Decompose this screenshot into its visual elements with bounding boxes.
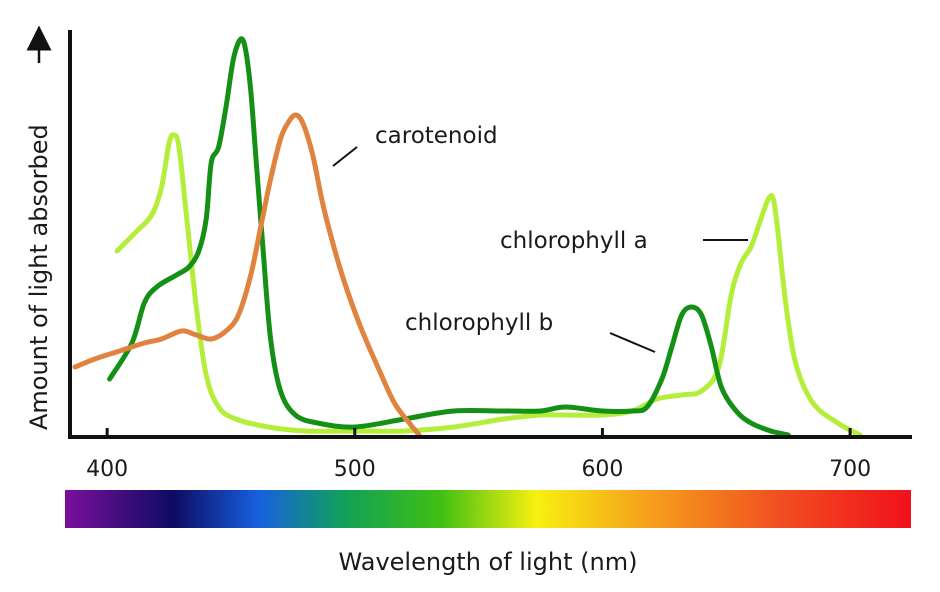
visible-spectrum-bar: [65, 490, 911, 528]
label-chlorophyll-b: chlorophyll b: [405, 310, 553, 336]
x-ticks-group: 400 500 600 700: [86, 428, 871, 482]
y-axis-title-group: Amount of light absorbed: [25, 25, 53, 430]
x-tick-label-400: 400: [86, 457, 128, 482]
series-line-chlorophyll-b: [107, 36, 791, 438]
series-line-carotenoid: [72, 112, 422, 438]
label-chlorophyll-a: chlorophyll a: [500, 228, 648, 254]
x-tick-label-700: 700: [829, 457, 871, 482]
series-line-chlorophyll-a: [114, 132, 863, 438]
y-axis-title: Amount of light absorbed: [25, 124, 53, 430]
curves-group: [72, 36, 863, 438]
x-tick-label-600: 600: [581, 457, 623, 482]
label-carotenoid: carotenoid: [375, 123, 498, 149]
leader-line-carotenoid: [332, 146, 358, 167]
leader-line-chlorophyll-b: [609, 332, 656, 353]
x-axis-title: Wavelength of light (nm): [339, 548, 638, 576]
x-tick-label-500: 500: [334, 457, 376, 482]
